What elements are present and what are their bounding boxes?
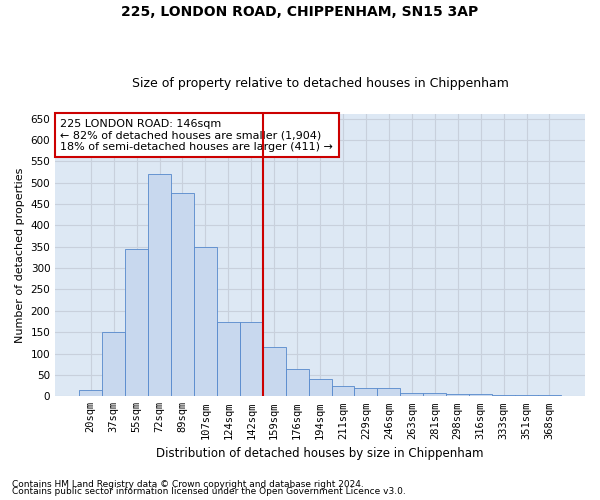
Title: Size of property relative to detached houses in Chippenham: Size of property relative to detached ho… bbox=[131, 76, 509, 90]
Bar bbox=[400, 393, 423, 396]
Bar bbox=[240, 322, 263, 396]
Bar bbox=[538, 395, 561, 396]
Bar bbox=[355, 388, 377, 396]
Bar bbox=[171, 194, 194, 396]
Bar bbox=[308, 379, 332, 396]
Bar bbox=[469, 394, 492, 396]
Bar bbox=[263, 347, 286, 397]
X-axis label: Distribution of detached houses by size in Chippenham: Distribution of detached houses by size … bbox=[157, 447, 484, 460]
Bar bbox=[125, 249, 148, 396]
Bar bbox=[377, 388, 400, 396]
Bar bbox=[102, 332, 125, 396]
Bar bbox=[515, 395, 538, 396]
Bar bbox=[492, 395, 515, 396]
Text: 225, LONDON ROAD, CHIPPENHAM, SN15 3AP: 225, LONDON ROAD, CHIPPENHAM, SN15 3AP bbox=[121, 5, 479, 19]
Bar bbox=[446, 394, 469, 396]
Bar bbox=[423, 393, 446, 396]
Bar bbox=[79, 390, 102, 396]
Bar bbox=[286, 368, 308, 396]
Bar bbox=[217, 322, 240, 396]
Text: Contains public sector information licensed under the Open Government Licence v3: Contains public sector information licen… bbox=[12, 487, 406, 496]
Text: 225 LONDON ROAD: 146sqm
← 82% of detached houses are smaller (1,904)
18% of semi: 225 LONDON ROAD: 146sqm ← 82% of detache… bbox=[61, 118, 334, 152]
Bar bbox=[148, 174, 171, 396]
Text: Contains HM Land Registry data © Crown copyright and database right 2024.: Contains HM Land Registry data © Crown c… bbox=[12, 480, 364, 489]
Bar bbox=[332, 386, 355, 396]
Y-axis label: Number of detached properties: Number of detached properties bbox=[15, 168, 25, 343]
Bar bbox=[194, 246, 217, 396]
